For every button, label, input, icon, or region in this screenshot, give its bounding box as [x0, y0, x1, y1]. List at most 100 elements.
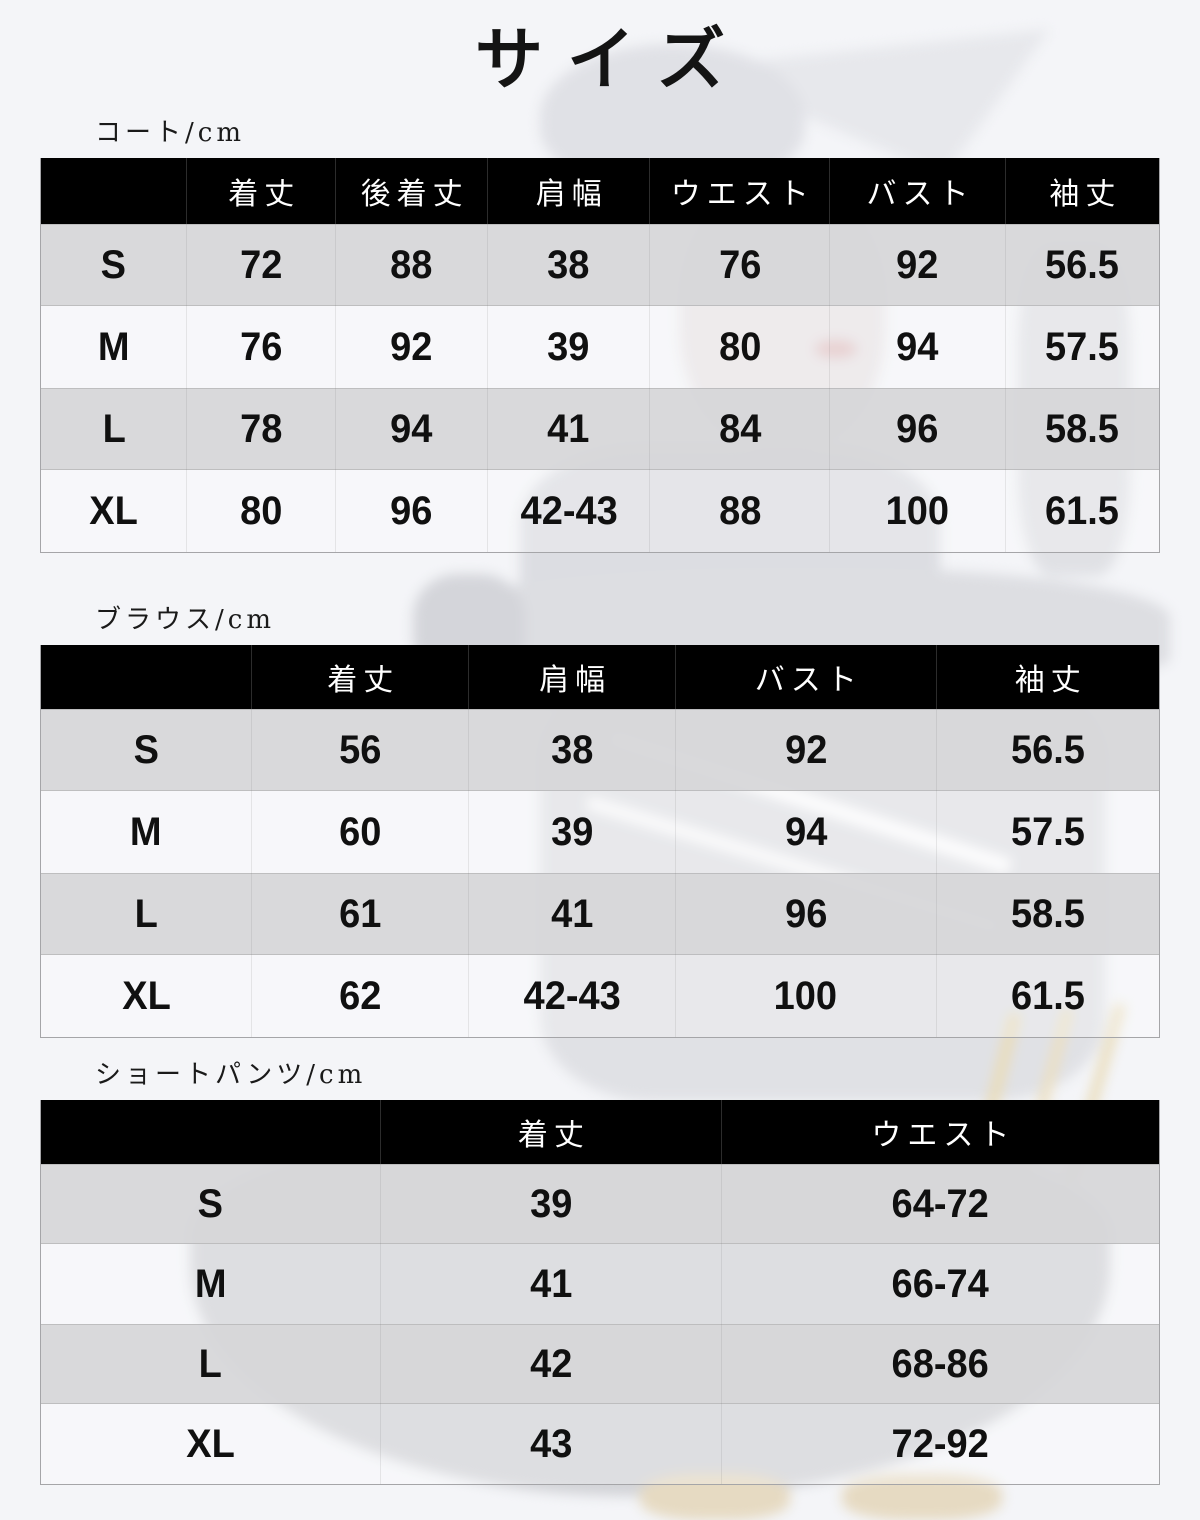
- cell-value: 42-43: [520, 488, 618, 533]
- measurement-cell: 56: [252, 709, 470, 792]
- cell-value: L: [102, 406, 126, 451]
- measurement-cell: 56.5: [1006, 224, 1159, 306]
- size-row-xl: XL 43 72-92: [41, 1404, 1159, 1485]
- cell-value: S: [133, 727, 159, 772]
- header-cell: ウエスト: [650, 158, 831, 225]
- measurement-cell: 60: [252, 791, 470, 874]
- cell-value: M: [130, 809, 162, 854]
- cell-value: 66-74: [891, 1261, 990, 1306]
- size-label-cell: M: [41, 306, 188, 389]
- measurement-cell: 42-43: [488, 470, 651, 553]
- measurement-cell: 76: [650, 224, 831, 307]
- cell-value: 42: [529, 1341, 572, 1386]
- cell-value: 84: [718, 406, 761, 451]
- size-row-m: M 76 92 39 80 94 57.5: [41, 306, 1159, 389]
- header-row: 着丈 後着丈 肩幅 ウエスト バスト 袖丈: [41, 158, 1159, 225]
- cell-value: 42-43: [523, 973, 621, 1018]
- measurement-cell: 41: [469, 873, 677, 956]
- measurement-cell: 72-92: [722, 1404, 1159, 1484]
- cell-value: 60: [339, 809, 382, 854]
- size-row-l: L 78 94 41 84 96 58.5: [41, 388, 1159, 471]
- header-cell: ウエスト: [871, 1118, 1016, 1154]
- measurement-cell: 58.5: [937, 873, 1159, 955]
- measurement-cell: 57.5: [937, 791, 1159, 873]
- cell-value: 43: [529, 1421, 572, 1466]
- cell-value: 61: [339, 891, 382, 936]
- measurement-cell: 88: [650, 470, 831, 553]
- header-cell: 着丈: [252, 645, 470, 710]
- cell-value: M: [97, 324, 130, 369]
- header-cell: 肩幅: [488, 158, 651, 225]
- measurement-cell: 56.5: [937, 709, 1159, 791]
- size-row-s: S 56 38 92 56.5: [41, 709, 1159, 792]
- measurement-cell: 96: [830, 388, 1006, 471]
- measurement-cell: 64-72: [722, 1164, 1159, 1244]
- table-label-blouse: ブラウス/cm: [95, 605, 275, 636]
- size-table-shorts: 着丈 ウエスト S 39 64-72 M 41 66-74 L 42 68-86 XL 43 72-92: [40, 1100, 1160, 1486]
- measurement-cell: 94: [336, 388, 489, 471]
- cell-value: 96: [390, 488, 433, 533]
- header-cell: 後着丈: [336, 158, 489, 225]
- measurement-cell: 76: [187, 306, 337, 389]
- cell-value: 58.5: [1010, 891, 1085, 936]
- measurement-cell: 92: [676, 709, 937, 792]
- cell-value: 94: [390, 406, 433, 451]
- measurement-cell: 41: [381, 1244, 722, 1325]
- measurement-cell: 38: [469, 709, 677, 792]
- cell-value: 39: [529, 1181, 572, 1226]
- measurement-cell: 92: [336, 306, 489, 389]
- measurement-cell: 58.5: [1006, 388, 1159, 470]
- cell-value: 72: [240, 242, 283, 287]
- size-row-xl: XL 62 42-43 100 61.5: [41, 955, 1159, 1038]
- size-row-xl: XL 80 96 42-43 88 100 61.5: [41, 470, 1159, 553]
- measurement-cell: 92: [830, 224, 1006, 307]
- cell-value: 56: [339, 727, 382, 772]
- measurement-cell: 61.5: [937, 955, 1159, 1037]
- header-cell: 肩幅: [469, 645, 677, 710]
- cell-value: 39: [550, 809, 594, 854]
- measurement-cell: 72: [187, 224, 337, 307]
- measurement-cell: 94: [830, 306, 1006, 389]
- header-cell: 着丈: [187, 158, 337, 225]
- lip-shape: [815, 340, 857, 358]
- cell-value: 92: [896, 242, 939, 287]
- measurement-cell: 96: [676, 873, 937, 956]
- size-row-l: L 42 68-86: [41, 1324, 1159, 1405]
- cell-value: 38: [550, 727, 594, 772]
- cell-value: 94: [896, 324, 939, 369]
- size-row-s: S 72 88 38 76 92 56.5: [41, 224, 1159, 307]
- measurement-cell: 68-86: [722, 1324, 1159, 1404]
- cell-value: XL: [89, 488, 139, 533]
- cell-value: 61.5: [1045, 488, 1120, 533]
- cell-value: 68-86: [891, 1341, 990, 1386]
- header-cell-blank: [41, 645, 253, 710]
- measurement-cell: 84: [650, 388, 831, 471]
- measurement-cell: 39: [488, 306, 651, 389]
- cell-value: 72-92: [891, 1421, 990, 1466]
- cell-value: 96: [896, 406, 939, 451]
- cell-value: L: [134, 891, 158, 936]
- measurement-cell: 88: [336, 224, 489, 307]
- cell-value: 64-72: [891, 1181, 990, 1226]
- cell-value: S: [101, 242, 127, 287]
- measurement-cell: 43: [381, 1404, 722, 1485]
- size-label-cell: L: [41, 873, 253, 956]
- cell-value: 58.5: [1045, 406, 1120, 451]
- size-label-cell: XL: [41, 1404, 381, 1485]
- size-label-cell: S: [41, 224, 188, 307]
- header-cell: バスト: [830, 158, 1006, 225]
- cell-value: 96: [784, 891, 827, 936]
- cell-value: 41: [547, 406, 590, 451]
- header-cell: 袖丈: [1014, 663, 1087, 699]
- table-label-shorts: ショートパンツ/cm: [95, 1060, 367, 1091]
- header-row: 着丈 肩幅 バスト 袖丈: [41, 645, 1159, 710]
- cell-value: 88: [390, 242, 433, 287]
- measurement-cell: 94: [676, 791, 937, 874]
- measurement-cell: 100: [676, 955, 937, 1038]
- size-label-cell: S: [41, 709, 253, 792]
- measurement-cell: 100: [830, 470, 1006, 553]
- cell-value: S: [197, 1181, 224, 1226]
- cell-value: M: [194, 1261, 227, 1306]
- cell-value: 100: [885, 488, 950, 533]
- measurement-cell: 39: [381, 1164, 722, 1245]
